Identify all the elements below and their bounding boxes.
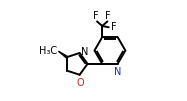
Text: F: F — [105, 11, 111, 21]
Text: N: N — [114, 67, 122, 77]
Text: F: F — [111, 22, 117, 32]
Text: F: F — [94, 11, 99, 21]
Text: N: N — [81, 47, 89, 57]
Polygon shape — [58, 51, 67, 58]
Text: H₃C: H₃C — [39, 46, 57, 56]
Text: O: O — [76, 78, 84, 88]
